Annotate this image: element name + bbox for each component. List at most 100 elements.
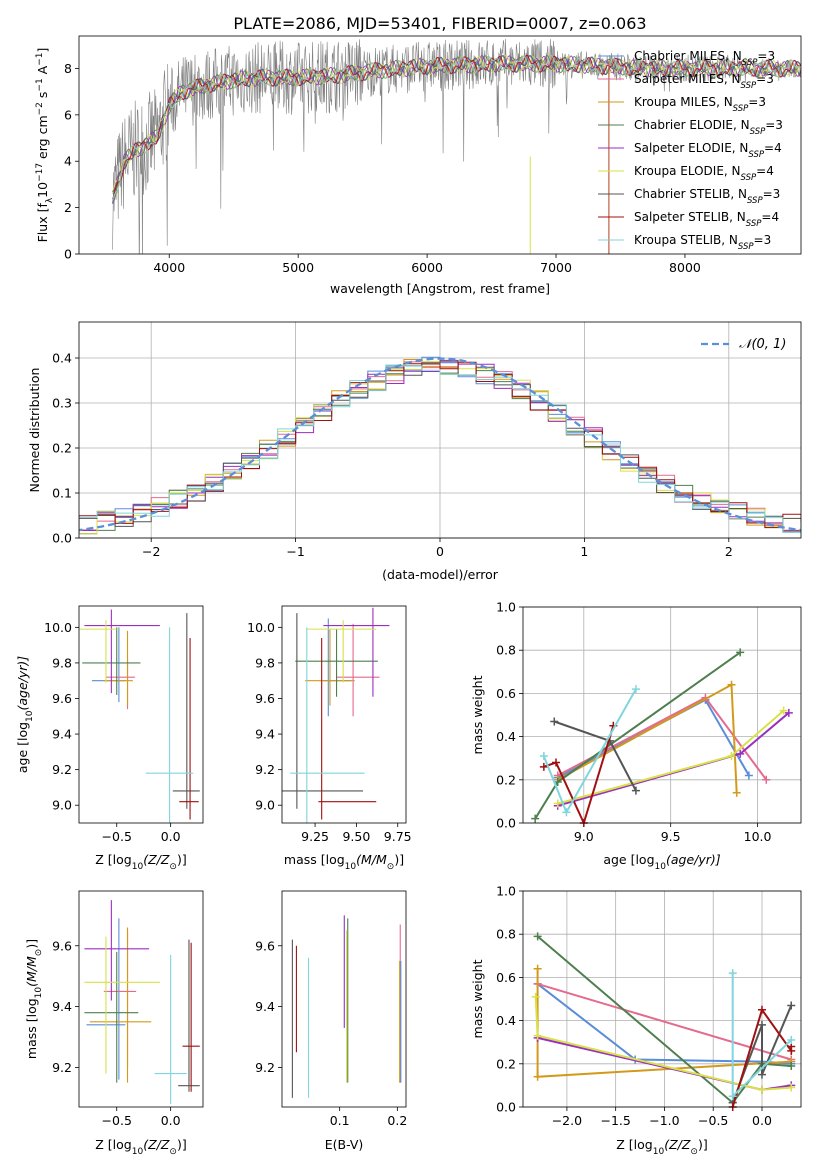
label-part: (Z/Z bbox=[664, 1137, 691, 1152]
y-tick-label: 9.2 bbox=[255, 1060, 275, 1075]
age_vs_Z-axes: −0.5 0.0 9.0 9.2 9.4 9.6 9.8 10.0 bbox=[44, 620, 180, 844]
y-tick-label: 0.4 bbox=[496, 729, 516, 744]
label-part: erg cm bbox=[35, 115, 50, 163]
y-tick-label: 0.2 bbox=[496, 772, 516, 787]
y-axis-label: Normed distribution bbox=[27, 368, 42, 493]
x-tick-label: −0.5 bbox=[102, 829, 132, 844]
weight-line bbox=[557, 683, 738, 793]
legend-label: Salpeter MILES, NSSP=3 bbox=[634, 72, 774, 91]
weight-line bbox=[557, 698, 750, 779]
x-tick-label: 0.0 bbox=[161, 1113, 181, 1128]
label-part: A bbox=[35, 65, 50, 78]
mass_weight_vs_Z-frame bbox=[522, 890, 802, 1108]
x-axis-label: Z [log10(Z/Z⊙)] bbox=[95, 1137, 186, 1157]
weight-marker bbox=[539, 752, 548, 761]
legend-label: Salpeter ELODIE, NSSP=4 bbox=[634, 141, 782, 160]
legend-label: Kroupa STELIB, NSSP=3 bbox=[634, 233, 771, 252]
weight-marker bbox=[562, 808, 571, 817]
legend-label: Kroupa MILES, NSSP=3 bbox=[634, 95, 766, 114]
weight-marker bbox=[552, 758, 561, 767]
model-spectrum bbox=[112, 54, 801, 194]
weight-marker bbox=[762, 775, 771, 784]
histogram-step bbox=[79, 361, 801, 531]
mass_weight_vs_Z-axes: −2.0 −1.5 −1.0 −0.5 0.0 0.0 0.2 0.4 0.6 0.8 1.0 bbox=[496, 884, 801, 1128]
legend-n-value: 3 bbox=[766, 72, 774, 86]
label-part: ⊙ bbox=[169, 862, 177, 872]
weight-marker bbox=[757, 1020, 766, 1029]
label-part: 10 bbox=[25, 710, 35, 722]
weight-marker bbox=[787, 1001, 796, 1010]
label-part: 10 bbox=[34, 987, 44, 999]
y-tick-label: 2 bbox=[64, 200, 72, 215]
legend-n-prefix: , N bbox=[732, 141, 749, 155]
weight-marker bbox=[533, 932, 542, 941]
y-tick-label: 1.0 bbox=[496, 884, 516, 899]
mass_vs_ebv-axes: 0.1 0.2 9.2 9.4 9.6 bbox=[255, 938, 407, 1128]
legend-eq: = bbox=[748, 95, 758, 109]
histogram-step bbox=[79, 361, 801, 529]
x-tick-label: −2.0 bbox=[552, 1113, 582, 1128]
weight-marker bbox=[744, 771, 753, 780]
legend-imf: Salpeter STELIB bbox=[634, 210, 729, 224]
histograms bbox=[79, 356, 801, 535]
legend-eq: = bbox=[761, 210, 771, 224]
legend-ssp-sub: SSP bbox=[741, 173, 757, 183]
legend-n-prefix: , N bbox=[724, 72, 741, 86]
x-tick-label: 2 bbox=[725, 544, 733, 559]
age_vs_Z-errorbars bbox=[79, 609, 200, 823]
legend-label: Chabrier STELIB, NSSP=3 bbox=[634, 187, 780, 206]
weight-marker bbox=[728, 969, 737, 978]
spectrum-lines bbox=[112, 38, 801, 254]
label-part: )] bbox=[698, 1137, 708, 1152]
weight-marker bbox=[787, 1036, 796, 1045]
y-tick-label: 9.4 bbox=[52, 727, 72, 742]
label-part: −17 bbox=[35, 163, 45, 182]
x-tick-label: 5000 bbox=[282, 260, 314, 275]
legend-n-value: 3 bbox=[775, 118, 783, 132]
x-tick-label: 9.75 bbox=[384, 829, 412, 844]
label-part: )] bbox=[177, 1137, 187, 1152]
model-spectrum bbox=[112, 54, 801, 202]
x-axis-label: age [log10(age/yr)] bbox=[603, 852, 720, 872]
age_vs_mass-axes: 9.25 9.50 9.75 9.0 9.2 9.4 9.6 9.8 10.0 bbox=[247, 620, 411, 844]
histogram-step bbox=[79, 364, 801, 533]
weight-marker bbox=[728, 1092, 737, 1101]
y-tick-label: 9.8 bbox=[255, 655, 275, 670]
x-tick-label: −1.5 bbox=[600, 1113, 630, 1128]
model-spectrum bbox=[112, 54, 801, 200]
weight-line bbox=[542, 688, 637, 815]
weight-marker bbox=[727, 680, 736, 689]
histogram-frame bbox=[78, 321, 802, 539]
label-part: s bbox=[35, 92, 50, 103]
weight-line bbox=[731, 1005, 793, 1104]
mass_weight_vs_age-series bbox=[531, 648, 793, 827]
label-part: 10 bbox=[35, 182, 50, 198]
normal-curve bbox=[79, 357, 801, 532]
weight-marker bbox=[631, 786, 640, 795]
x-axis-label: mass [log10(M/M⊙)] bbox=[284, 852, 404, 872]
legend-n-prefix: , N bbox=[729, 210, 746, 224]
x-tick-label: −1 bbox=[286, 544, 304, 559]
y-tick-label: 4 bbox=[64, 154, 72, 169]
weight-marker bbox=[757, 1070, 766, 1079]
label-part: ⊙ bbox=[34, 949, 44, 957]
y-tick-label: 9.6 bbox=[52, 691, 72, 706]
legend-imf: Salpeter MILES bbox=[634, 72, 724, 86]
y-tick-label: 0.0 bbox=[52, 531, 72, 546]
y-tick-label: 0.2 bbox=[52, 441, 72, 456]
y-tick-label: 9.6 bbox=[52, 938, 72, 953]
y-tick-label: 9.4 bbox=[52, 999, 72, 1014]
legend-label: 𝒩(0, 1) bbox=[739, 337, 786, 352]
label-part: (M/M bbox=[24, 956, 39, 987]
label-part: )] bbox=[177, 852, 187, 867]
x-axis-label: Z [log10(Z/Z⊙)] bbox=[95, 852, 186, 872]
histogram-step bbox=[79, 361, 801, 535]
y-tick-label: 9.0 bbox=[52, 798, 72, 813]
label-part: 10 bbox=[655, 862, 667, 872]
legend-eq: = bbox=[757, 49, 767, 63]
weight-marker bbox=[784, 708, 793, 717]
y-tick-label: 9.6 bbox=[255, 691, 275, 706]
y-tick-label: 9.8 bbox=[52, 655, 72, 670]
label-part: (age/yr)] bbox=[15, 656, 30, 711]
